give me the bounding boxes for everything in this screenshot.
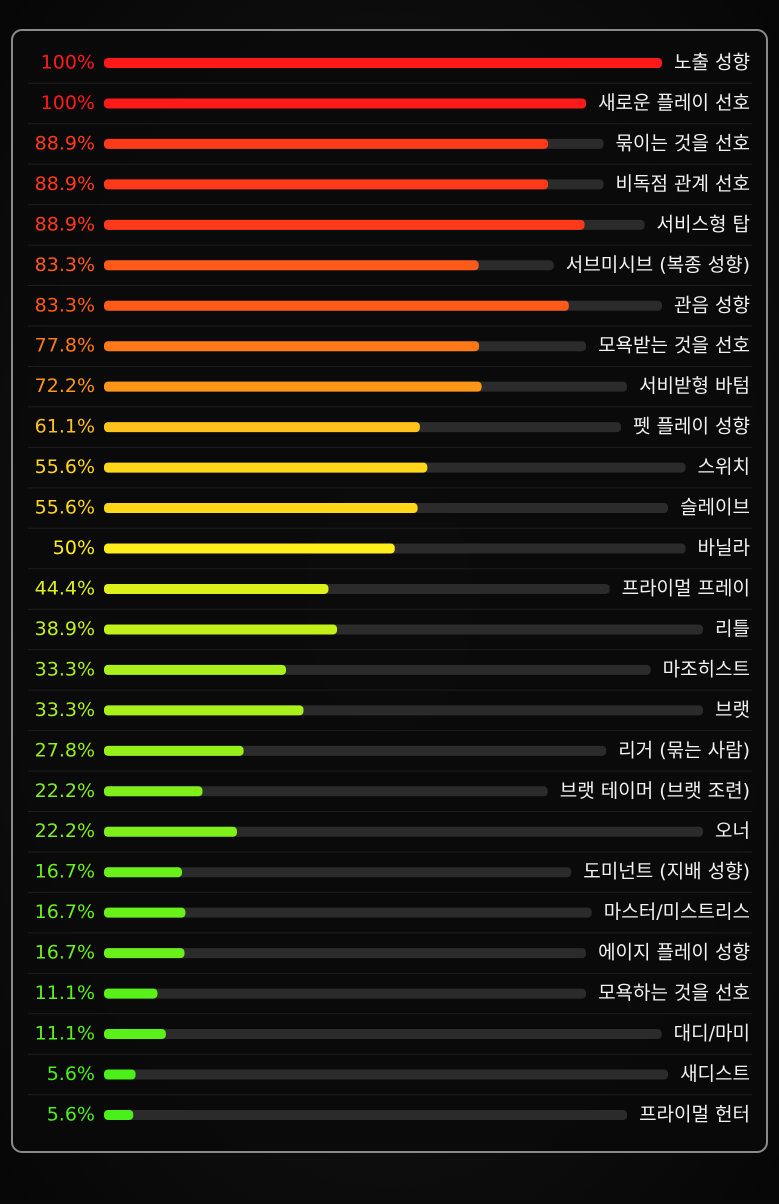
bar bbox=[104, 503, 418, 514]
category-label: 오너 bbox=[715, 820, 750, 842]
value-label: 100% bbox=[41, 92, 95, 114]
category-label: 도미넌트 (지배 성향) bbox=[583, 861, 750, 883]
rows: 노출 성향 100% 새로운 플레이 선호 100% 묶이는 것을 선호 88.9% 비독점… bbox=[28, 52, 752, 1125]
bar-track bbox=[104, 1109, 628, 1120]
bar-track bbox=[104, 907, 592, 918]
value-label: 44.4% bbox=[35, 577, 95, 599]
bar bbox=[104, 98, 587, 109]
value-label: 38.9% bbox=[35, 618, 95, 640]
bar bbox=[104, 948, 185, 959]
category-label: 리거 (묶는 사람) bbox=[618, 739, 750, 761]
value-label: 33.3% bbox=[35, 699, 95, 721]
category-label: 스위치 bbox=[698, 456, 750, 478]
bar bbox=[104, 867, 183, 878]
category-label: 묶이는 것을 선호 bbox=[616, 132, 750, 154]
bar bbox=[104, 422, 420, 433]
value-label: 77.8% bbox=[35, 335, 95, 357]
category-label: 대디/마미 bbox=[674, 1023, 750, 1045]
value-label: 55.6% bbox=[35, 456, 95, 478]
value-label: 5.6% bbox=[47, 1103, 95, 1125]
category-label: 서비받형 바텀 bbox=[639, 375, 750, 397]
category-label: 새디스트 bbox=[680, 1063, 750, 1085]
bar bbox=[104, 58, 663, 68]
bar bbox=[104, 300, 569, 311]
bar bbox=[104, 462, 428, 473]
bar bbox=[104, 786, 203, 797]
value-label: 61.1% bbox=[35, 416, 95, 438]
value-label: 27.8% bbox=[35, 739, 95, 761]
value-label: 72.2% bbox=[35, 375, 95, 397]
value-label: 22.2% bbox=[35, 820, 95, 842]
bar bbox=[104, 745, 244, 756]
bar-track bbox=[104, 867, 572, 878]
bar-track bbox=[104, 1069, 669, 1080]
bar-track bbox=[104, 786, 548, 797]
category-label: 서비스형 탑 bbox=[657, 213, 750, 235]
category-label: 모욕하는 것을 선호 bbox=[598, 982, 750, 1004]
bar bbox=[104, 260, 479, 271]
value-label: 16.7% bbox=[35, 901, 95, 923]
value-label: 50% bbox=[53, 537, 95, 559]
value-label: 16.7% bbox=[35, 861, 95, 883]
bar bbox=[104, 1029, 166, 1040]
category-label: 관음 성향 bbox=[674, 294, 750, 316]
value-label: 100% bbox=[41, 52, 95, 74]
category-label: 브랫 bbox=[715, 699, 750, 721]
bar-track bbox=[104, 988, 587, 999]
value-label: 33.3% bbox=[35, 658, 95, 680]
bar bbox=[104, 988, 158, 999]
category-label: 마조히스트 bbox=[663, 658, 750, 680]
category-label: 프라이멀 헌터 bbox=[639, 1103, 750, 1125]
bar bbox=[104, 907, 186, 918]
category-label: 에이지 플레이 성향 bbox=[598, 942, 750, 964]
category-label: 비독점 관계 선호 bbox=[616, 173, 750, 195]
value-label: 88.9% bbox=[35, 213, 95, 235]
bar bbox=[104, 219, 585, 230]
value-label: 11.1% bbox=[35, 1023, 95, 1045]
category-label: 모욕받는 것을 선호 bbox=[598, 335, 750, 357]
bar bbox=[104, 179, 549, 190]
value-label: 5.6% bbox=[47, 1063, 95, 1085]
category-label: 브랫 테이머 (브랫 조련) bbox=[560, 780, 750, 802]
value-label: 83.3% bbox=[35, 254, 95, 276]
bar bbox=[104, 705, 304, 716]
category-label: 펫 플레이 성향 bbox=[633, 416, 750, 438]
bar bbox=[104, 341, 480, 352]
value-label: 11.1% bbox=[35, 982, 95, 1004]
bar-track bbox=[104, 1029, 662, 1040]
bar bbox=[104, 1069, 136, 1080]
value-label: 16.7% bbox=[35, 942, 95, 964]
bar bbox=[104, 381, 482, 392]
category-label: 서브미시브 (복종 성향) bbox=[566, 254, 750, 276]
bar bbox=[104, 543, 395, 554]
bar bbox=[104, 583, 329, 594]
category-label: 바닐라 bbox=[698, 537, 750, 559]
category-label: 노출 성향 bbox=[674, 52, 750, 74]
category-label: 마스터/미스트리스 bbox=[604, 901, 750, 923]
value-label: 22.2% bbox=[35, 780, 95, 802]
value-label: 88.9% bbox=[35, 132, 95, 154]
category-label: 프라이멀 프레이 bbox=[622, 577, 750, 599]
bar-track bbox=[104, 826, 704, 837]
bar bbox=[104, 826, 237, 837]
value-label: 88.9% bbox=[35, 173, 95, 195]
bar bbox=[104, 624, 338, 635]
category-label: 새로운 플레이 선호 bbox=[598, 92, 750, 114]
bar bbox=[104, 664, 287, 675]
bar-track bbox=[104, 948, 587, 959]
category-label: 리틀 bbox=[715, 618, 750, 640]
bar bbox=[104, 138, 549, 149]
value-label: 83.3% bbox=[35, 294, 95, 316]
bar bbox=[104, 1109, 134, 1120]
category-label: 슬레이브 bbox=[680, 497, 750, 519]
value-label: 55.6% bbox=[35, 497, 95, 519]
